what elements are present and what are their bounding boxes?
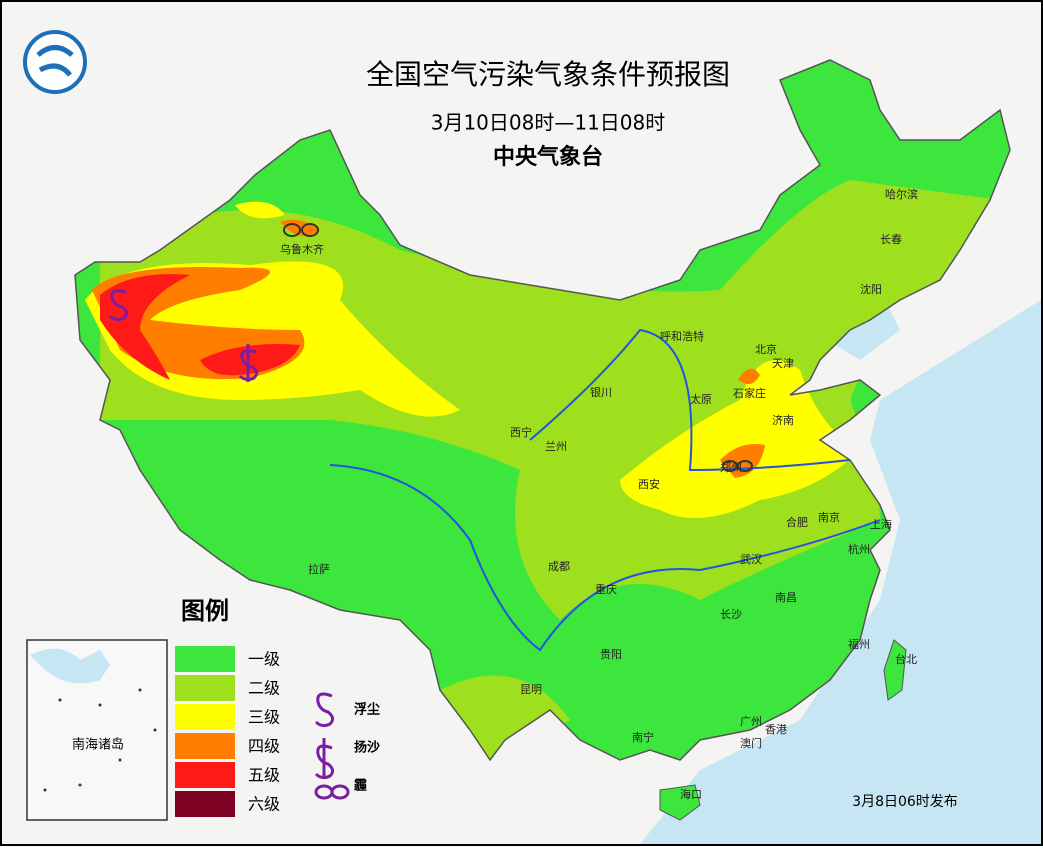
haze-symbol (737, 460, 753, 472)
river (329, 328, 881, 652)
legend-symbol (314, 784, 350, 800)
legend-label: 二级 (248, 679, 280, 698)
city-label: 南宁 (632, 730, 654, 744)
city-label: 太原 (690, 393, 712, 406)
legend-symbol-label: 霾 (354, 779, 367, 794)
city-label: 福州 (848, 637, 870, 651)
city-label: 石家庄 (733, 386, 766, 400)
issuer: 中央气象台 (493, 144, 603, 170)
haze-symbol (301, 223, 319, 237)
city-label: 澳门 (740, 736, 762, 750)
legend-label: 四级 (248, 737, 280, 756)
city-label: 银川 (590, 385, 612, 399)
weather-symbols (108, 223, 753, 472)
sand-symbol (238, 344, 259, 382)
legend-label: 一级 (248, 650, 280, 669)
legend-label: 六级 (248, 795, 280, 814)
inset-islands (43, 688, 157, 792)
city-label: 杭州 (848, 542, 870, 556)
city-label: 西安 (638, 477, 660, 491)
sea (640, 300, 1041, 844)
city-label: 广州 (740, 715, 762, 728)
legend-label: 五级 (248, 766, 280, 785)
city-label: 长春 (880, 233, 902, 246)
legend-title: 图例 (181, 597, 229, 625)
city-label: 香港 (765, 723, 787, 736)
zone (235, 201, 285, 219)
dust-symbol (108, 289, 129, 322)
logo-mark (36, 45, 74, 77)
city-label: 南京 (818, 510, 840, 524)
city-label: 呼和浩特 (660, 329, 704, 343)
legend-swatch (175, 704, 235, 730)
city-label: 北京 (755, 342, 777, 356)
zone (620, 360, 860, 518)
legend-swatch (175, 791, 235, 817)
logo (23, 30, 87, 94)
zone (738, 368, 760, 384)
inset-label: 南海诸岛 (72, 737, 124, 753)
legend-swatch (175, 646, 235, 672)
city-label: 西宁 (510, 425, 532, 439)
city-label: 长沙 (720, 608, 742, 621)
inset-sea (30, 648, 110, 684)
title: 全国空气污染气象条件预报图 (366, 58, 730, 91)
zone (200, 344, 300, 376)
city-label: 天津 (772, 357, 794, 370)
city-label: 哈尔滨 (885, 187, 918, 201)
legend-swatch (175, 762, 235, 788)
city-label: 南昌 (775, 591, 797, 604)
haze-symbol (283, 223, 301, 237)
city-label: 沈阳 (860, 282, 882, 296)
city-label: 乌鲁木齐 (280, 242, 324, 256)
city-label: 昆明 (520, 683, 542, 696)
city-label: 武汉 (740, 553, 762, 566)
city-label: 海口 (680, 787, 702, 801)
legend-swatch (175, 733, 235, 759)
city-label: 贵阳 (600, 648, 622, 661)
city-label: 成都 (548, 560, 570, 573)
zone (440, 675, 570, 760)
hainan (659, 784, 701, 821)
legend-symbol (314, 692, 335, 728)
city-label: 拉萨 (308, 562, 330, 576)
period: 3月10日08时—11日08时 (431, 111, 666, 135)
taiwan (883, 639, 907, 701)
zone (100, 274, 190, 380)
legend-swatch (175, 675, 235, 701)
legend-symbol (314, 738, 335, 780)
city-label: 济南 (772, 413, 794, 427)
city-labels: 乌鲁木齐 哈尔滨 长春 沈阳 呼和浩特 北京 天津 石家庄 太原 济南 银川 西… (280, 187, 918, 801)
city-label: 上海 (870, 517, 892, 531)
city-label: 兰州 (545, 440, 567, 453)
legend-label: 三级 (248, 708, 280, 727)
city-label: 重庆 (595, 582, 617, 596)
city-label: 台北 (895, 652, 917, 666)
footer: 3月8日06时发布 (852, 794, 958, 810)
legend-symbol-label: 扬沙 (354, 740, 380, 756)
city-label: 合肥 (786, 515, 808, 529)
legend-symbol-label: 浮尘 (354, 702, 380, 718)
